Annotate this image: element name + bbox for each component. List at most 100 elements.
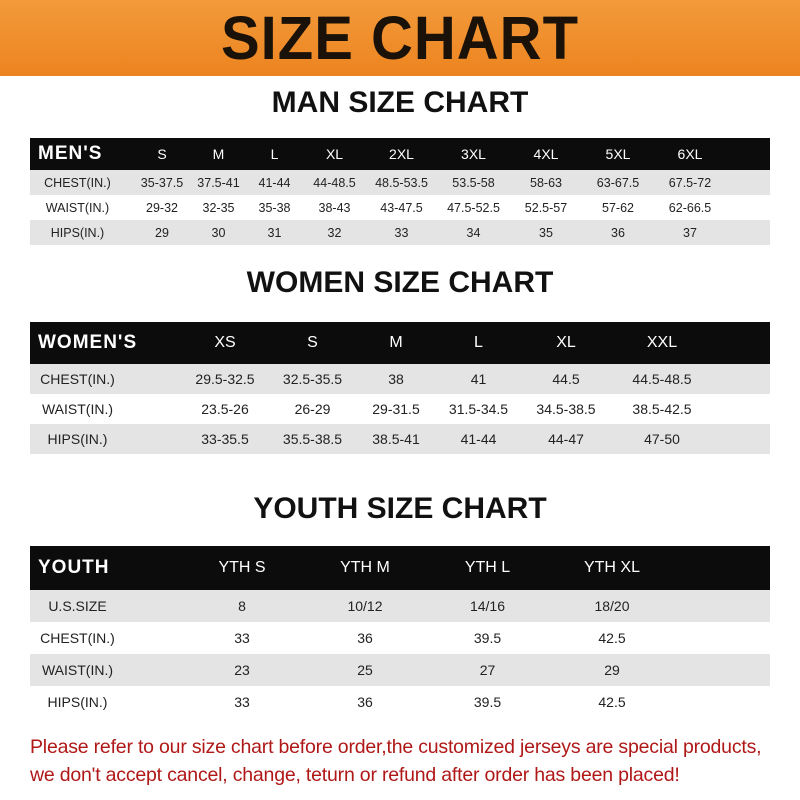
table-cell: 29-31.5 (372, 401, 420, 417)
table-cell: 35-38 (258, 200, 291, 215)
table-cell: 27 (479, 662, 496, 678)
table-row: WAIST(IN.) 23 25 27 29 (30, 654, 770, 686)
table-cell: 38-43 (318, 200, 351, 215)
table-cell: 38.5-41 (372, 431, 420, 447)
table-cell: 35.5-38.5 (282, 431, 343, 447)
table-cell: 53.5-58 (452, 175, 495, 190)
table-cell: 18/20 (594, 598, 630, 614)
table-row: WAIST(IN.) 29-32 32-35 35-38 38-43 43-47.5 47.… (30, 195, 770, 220)
size-header: 6XL (677, 146, 703, 162)
table-cell: 34 (466, 225, 481, 240)
table-cell: 35-37.5 (140, 175, 184, 190)
table-cell: 44-48.5 (313, 175, 356, 190)
table-cell: 23.5-26 (201, 401, 249, 417)
table-cell: 52.5-57 (524, 200, 568, 215)
row-label: WAIST(IN.) (30, 201, 133, 215)
row-label-text: HIPS(IN.) (47, 431, 108, 447)
table-cell: 37.5-41 (197, 175, 240, 190)
men-title: MAN SIZE CHART (271, 86, 529, 119)
table-row: CHEST(IN.) 29.5-32.5 32.5-35.5 38 41 44.5 44.5… (30, 364, 770, 394)
banner: SIZE CHART (0, 0, 800, 76)
row-label-text: CHEST(IN.) (40, 630, 115, 646)
row-label-text: CHEST(IN.) (44, 175, 111, 190)
row-label: CHEST(IN.) (30, 630, 180, 646)
table-cell: 34.5-38.5 (536, 401, 596, 417)
table-row: WAIST(IN.) 23.5-26 26-29 29-31.5 31.5-34.5 34… (30, 394, 770, 424)
size-header: YTH S (218, 559, 266, 576)
size-header: L (270, 146, 279, 162)
table-cell: 47-50 (644, 431, 680, 447)
table-cell: 10/12 (347, 598, 383, 614)
table-row: CHEST(IN.) 33 36 39.5 42.5 (30, 622, 770, 654)
table-cell: 37 (683, 225, 697, 240)
table-cell: 33-35.5 (201, 431, 249, 447)
row-label: WAIST(IN.) (30, 401, 180, 417)
table-row: HIPS(IN.) 33 36 39.5 42.5 (30, 686, 770, 718)
table-row: HIPS(IN.) 29 30 31 32 33 34 35 36 37 (30, 220, 770, 245)
table-cell: 30 (211, 225, 226, 240)
table-cell: 63-67.5 (596, 175, 640, 190)
table-header-row: YOUTH YTH S YTH M YTH L YTH XL (30, 546, 770, 590)
table-cell: 58-63 (530, 175, 562, 190)
youth-size-table: YOUTH YTH S YTH M YTH L YTH XL U.S.SIZE 8 10/12… (30, 546, 770, 718)
size-header: M (389, 334, 403, 351)
table-cell: 41-44 (258, 175, 291, 190)
order-notice: Please refer to our size chart before or… (30, 733, 790, 789)
row-label: HIPS(IN.) (30, 431, 180, 447)
table-cell: 29 (155, 225, 169, 240)
size-header: XL (556, 334, 576, 351)
table-cell: 35 (539, 225, 553, 240)
table-cell: 57-62 (602, 200, 634, 215)
row-label-text: WAIST(IN.) (41, 401, 114, 417)
table-row: U.S.SIZE 8 10/12 14/16 18/20 (30, 590, 770, 622)
row-label: CHEST(IN.) (30, 371, 180, 387)
table-cell: 36 (357, 694, 373, 710)
table-cell: 25 (357, 662, 373, 678)
size-header: 4XL (533, 146, 559, 162)
table-cell: 67.5-72 (668, 175, 712, 190)
row-label: CHEST(IN.) (30, 176, 133, 190)
table-cell: 31.5-34.5 (448, 401, 509, 417)
row-label: WAIST(IN.) (30, 662, 180, 678)
table-cell: 14/16 (469, 598, 506, 614)
table-cell: 44-47 (548, 431, 584, 447)
table-cell: 36 (611, 225, 625, 240)
size-header: S (307, 334, 318, 351)
table-cell: 62-66.5 (668, 200, 712, 215)
header-label: YOUTH (38, 557, 110, 578)
table-cell: 32-35 (202, 200, 235, 215)
size-header: XL (325, 146, 344, 162)
row-label: HIPS(IN.) (30, 226, 133, 240)
table-cell: 32.5-35.5 (282, 371, 343, 387)
table-cell: 42.5 (598, 630, 626, 646)
table-cell: 33 (394, 225, 409, 240)
table-header-row: WOMEN'S XS S M L XL XXL (30, 322, 770, 364)
row-label-text: WAIST(IN.) (45, 200, 110, 215)
table-cell: 41 (470, 371, 487, 387)
banner-title: SIZE CHART (221, 3, 579, 73)
table-cell: 41-44 (460, 431, 497, 447)
table-cell: 29 (604, 662, 620, 678)
table-cell: 42.5 (598, 694, 626, 710)
table-cell: 39.5 (473, 694, 502, 710)
table-cell: 23 (234, 662, 250, 678)
row-label-text: HIPS(IN.) (50, 225, 105, 240)
table-cell: 47.5-52.5 (447, 200, 500, 215)
youth-title: YOUTH SIZE CHART (253, 492, 547, 525)
table-cell: 32 (327, 225, 342, 240)
size-header: XXL (646, 334, 678, 351)
table-cell: 36 (357, 630, 373, 646)
table-cell: 44.5 (552, 371, 580, 387)
size-header: L (474, 334, 483, 351)
notice-line-2: we don't accept cancel, change, teturn o… (30, 764, 680, 786)
row-label-text: WAIST(IN.) (41, 662, 114, 678)
size-header: YTH XL (583, 559, 640, 576)
size-header: M (212, 146, 225, 162)
table-cell: 44.5-48.5 (632, 371, 692, 387)
size-header: S (157, 146, 167, 162)
table-cell: 39.5 (473, 630, 502, 646)
table-cell: 33 (234, 630, 250, 646)
women-size-table: WOMEN'S XS S M L XL XXL CHEST(IN.) 29.5-32.5 32.5… (30, 322, 770, 454)
table-cell: 33 (234, 694, 250, 710)
table-cell: 38.5-42.5 (632, 401, 692, 417)
